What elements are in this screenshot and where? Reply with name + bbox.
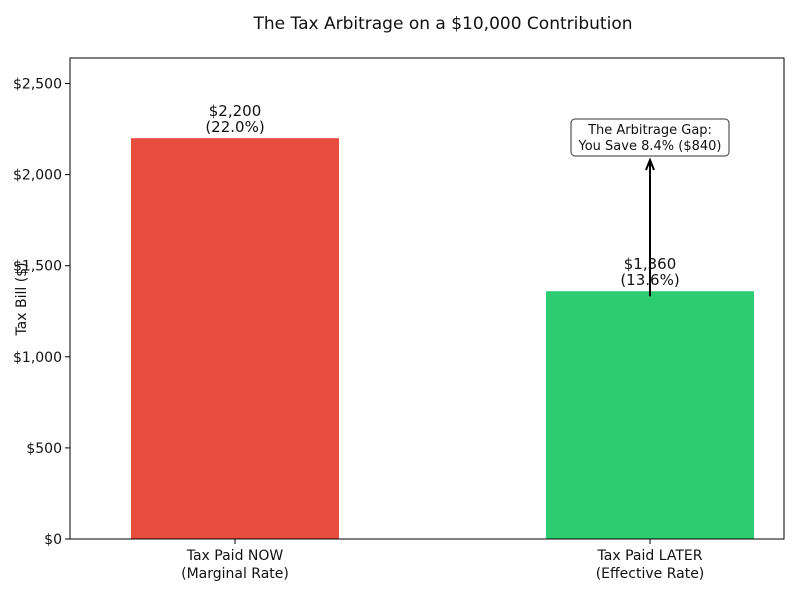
y-tick-label-3: $1,500 [13, 259, 62, 275]
arrow-head [645, 157, 655, 171]
bar-0 [131, 138, 339, 539]
data-label-0: $2,200 (22.0%) [205, 102, 264, 136]
y-tick-label-1: $500 [26, 441, 62, 457]
x-tick-label-0: Tax Paid NOW (Marginal Rate) [181, 548, 289, 582]
bar-1 [546, 291, 754, 539]
annotation-box [570, 118, 730, 157]
y-tick-label-0: $0 [44, 532, 62, 548]
chart-title: The Tax Arbitrage on a $10,000 Contribut… [253, 14, 633, 34]
y-tick-label-2: $1,000 [13, 350, 62, 366]
plot-frame [69, 57, 785, 540]
y-axis-label: Tax Bill ($) [14, 262, 30, 336]
annotation-text: The Arbitrage Gap: You Save 8.4% ($840) [578, 123, 722, 154]
x-tick-label-1: Tax Paid LATER (Effective Rate) [596, 548, 705, 582]
y-tick-label-5: $2,500 [13, 77, 62, 93]
y-tick-label-4: $2,000 [13, 168, 62, 184]
